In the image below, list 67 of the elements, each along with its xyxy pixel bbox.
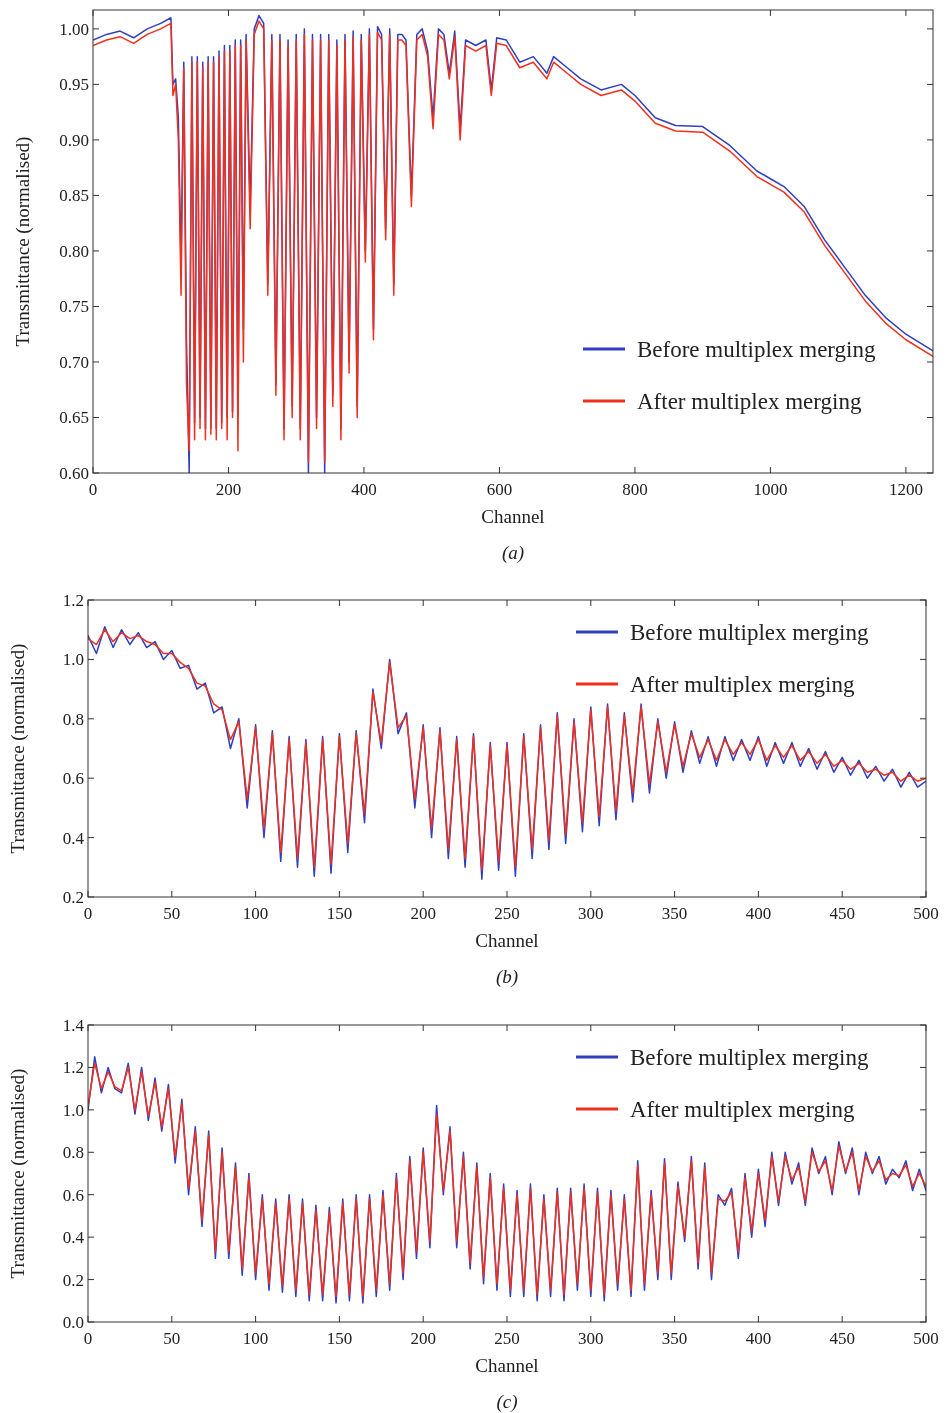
- text: (b): [495, 966, 519, 988]
- x-tick-label: 100: [242, 1329, 269, 1348]
- x-tick-label: 1000: [753, 480, 788, 499]
- y-axis-title: Transmittance (normalised): [7, 643, 29, 854]
- legend-label: Before multiplex merging: [630, 1045, 869, 1071]
- y-tick-label: 0.95: [59, 75, 89, 95]
- x-tick-label: 300: [578, 1329, 604, 1348]
- x-tick-label: 600: [486, 480, 513, 499]
- y-tick-label: 0.90: [59, 130, 89, 150]
- x-tick-label: 0: [83, 904, 93, 923]
- x-tick-label: 400: [745, 1329, 772, 1348]
- legend-label: After multiplex merging: [637, 389, 862, 415]
- y-tick-label: 0.4: [62, 1228, 85, 1248]
- y-tick-label: 1.0: [62, 1100, 84, 1120]
- x-tick-label: 350: [661, 1329, 688, 1348]
- legend-label: After multiplex merging: [630, 672, 855, 698]
- x-tick-label: 500: [913, 1329, 939, 1348]
- y-tick-label: 0.8: [62, 709, 84, 729]
- x-tick-label: 100: [242, 904, 269, 923]
- y-tick-label: 1.2: [62, 590, 84, 610]
- x-tick-label: 0: [88, 480, 98, 499]
- x-tick-label: 50: [163, 904, 181, 923]
- y-tick-label: 0.85: [59, 186, 89, 206]
- x-tick-label: 350: [661, 904, 688, 923]
- x-tick-label: 400: [745, 904, 772, 923]
- x-tick-label: 0: [83, 1329, 93, 1348]
- text: (c): [496, 1391, 518, 1413]
- y-tick-label: 1.0: [62, 650, 84, 670]
- x-tick-label: 200: [215, 480, 242, 499]
- x-tick-label: 150: [326, 1329, 353, 1348]
- y-tick-label: 0.4: [62, 828, 85, 848]
- x-tick-label: 450: [829, 904, 855, 923]
- y-tick-label: 0.2: [62, 887, 84, 907]
- y-tick-label: 0.60: [59, 463, 89, 483]
- x-axis-title: Channel: [481, 506, 545, 527]
- legend-label: Before multiplex merging: [637, 337, 876, 363]
- x-tick-label: 1200: [888, 480, 923, 499]
- x-tick-label: 300: [578, 904, 604, 923]
- y-tick-label: 0.8: [62, 1143, 84, 1163]
- y-axis-title: Transmittance (normalised): [12, 136, 34, 347]
- text: (a): [501, 542, 525, 564]
- y-axis-title: Transmittance (normalised): [7, 1068, 29, 1279]
- y-tick-label: 0.70: [59, 352, 89, 372]
- x-tick-label: 250: [494, 904, 520, 923]
- y-tick-label: 0.6: [62, 1185, 84, 1205]
- legend-label: After multiplex merging: [630, 1097, 855, 1123]
- x-tick-label: 200: [410, 1329, 436, 1348]
- x-axis-title: Channel: [475, 930, 539, 951]
- y-tick-label: 1.2: [62, 1058, 84, 1078]
- x-tick-label: 400: [351, 480, 377, 499]
- legend-label: Before multiplex merging: [630, 620, 869, 646]
- x-tick-label: 800: [622, 480, 648, 499]
- x-axis-title: Channel: [475, 1355, 539, 1376]
- y-tick-label: 0.75: [59, 297, 89, 317]
- x-tick-label: 250: [494, 1329, 520, 1348]
- x-tick-label: 500: [913, 904, 939, 923]
- x-tick-label: 450: [829, 1329, 855, 1348]
- y-tick-label: 1.4: [62, 1015, 85, 1035]
- y-tick-label: 0.2: [62, 1270, 84, 1290]
- y-tick-label: 0.65: [59, 408, 89, 428]
- x-tick-label: 200: [410, 904, 436, 923]
- y-tick-label: 0.6: [62, 769, 84, 789]
- x-tick-label: 150: [326, 904, 353, 923]
- y-tick-label: 1.00: [59, 19, 89, 39]
- x-tick-label: 50: [163, 1329, 181, 1348]
- y-tick-label: 0.0: [62, 1312, 84, 1332]
- y-tick-label: 0.80: [59, 241, 89, 261]
